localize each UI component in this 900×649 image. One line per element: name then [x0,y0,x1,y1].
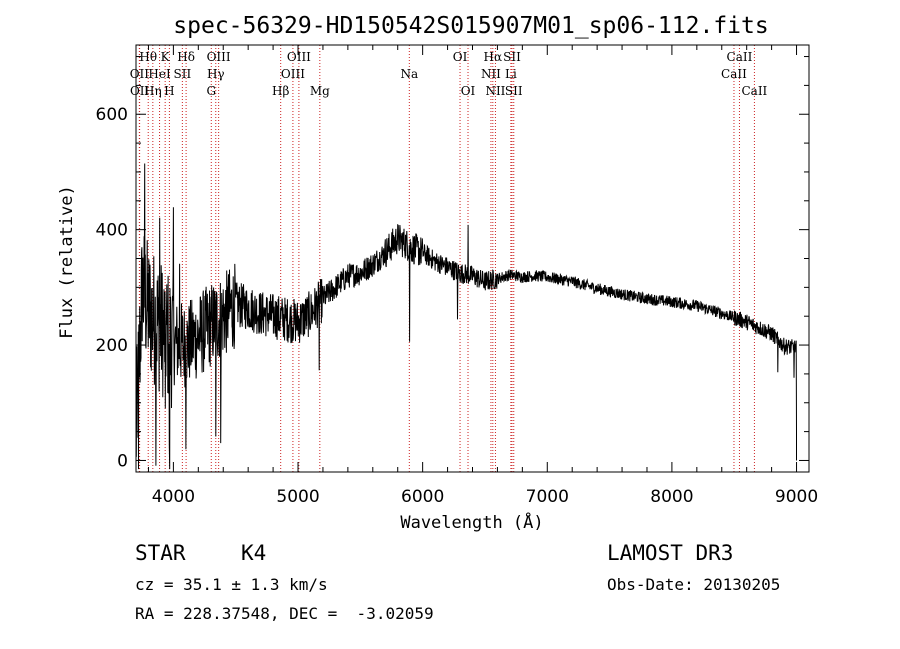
line-label-11: SII [174,67,192,81]
line-label-25: NII [485,84,505,98]
spectral-subclass: K4 [241,541,267,565]
x-tick-label: 8000 [650,487,693,507]
redshift-value: cz = 35.1 ± 1.3 km/s [135,575,328,594]
line-label-13: OIII [281,67,305,81]
survey-name: LAMOST DR3 [607,541,734,565]
line-label-1: K [161,50,171,64]
y-tick-label: 600 [96,105,128,125]
line-label-24: OI [461,84,476,98]
line-label-15: NII [481,67,501,81]
y-tick-label: 0 [117,451,128,471]
line-label-3: OIII [207,50,231,64]
chart-title: spec-56329-HD150542S015907M01_sp06-112.f… [173,13,768,39]
plot-frame [135,44,810,473]
y-axis-title: Flux (relative) [57,185,77,339]
line-label-20: H [164,84,174,98]
x-tick-label: 6000 [401,487,444,507]
x-axis-title: Wavelength (Å) [400,511,543,533]
x-tick-label: 5000 [276,487,319,507]
line-label-17: CaII [721,67,747,81]
line-label-6: Hα [484,50,503,64]
spectrum-series [135,163,797,470]
axis-ticks: 4000 5000 6000 7000 8000 9000 0 200 400 600 [96,45,818,507]
line-label-14: Na [400,67,418,81]
observation-date: Obs-Date: 20130205 [607,575,781,594]
line-label-21: G [206,84,216,98]
line-label-4: OIII [287,50,311,64]
line-label-18: OII [130,84,150,98]
line-label-0: Hθ [139,50,157,64]
x-tick-label: 9000 [775,487,818,507]
line-label-5: OI [453,50,468,64]
line-label-9: OII [130,67,150,81]
y-tick-label: 200 [96,336,128,356]
line-label-23: Mg [310,84,330,98]
line-label-2: Hδ [177,50,195,64]
line-label-8: CaII [727,50,753,64]
x-tick-label: 4000 [152,487,195,507]
object-class: STAR [135,541,186,565]
line-label-7: SII [503,50,521,64]
line-label-10: HeI [148,67,171,81]
y-tick-label: 400 [96,221,128,241]
sky-coordinates: RA = 228.37548, DEC = -3.02059 [135,604,434,623]
line-label-12: Hγ [207,67,225,81]
line-label-16: Li [505,67,517,81]
line-label-22: Hβ [272,84,289,98]
line-label-26: SII [505,84,523,98]
x-tick-label: 7000 [526,487,569,507]
line-label-27: CaII [741,84,767,98]
line-label-19: Hη [144,84,162,98]
